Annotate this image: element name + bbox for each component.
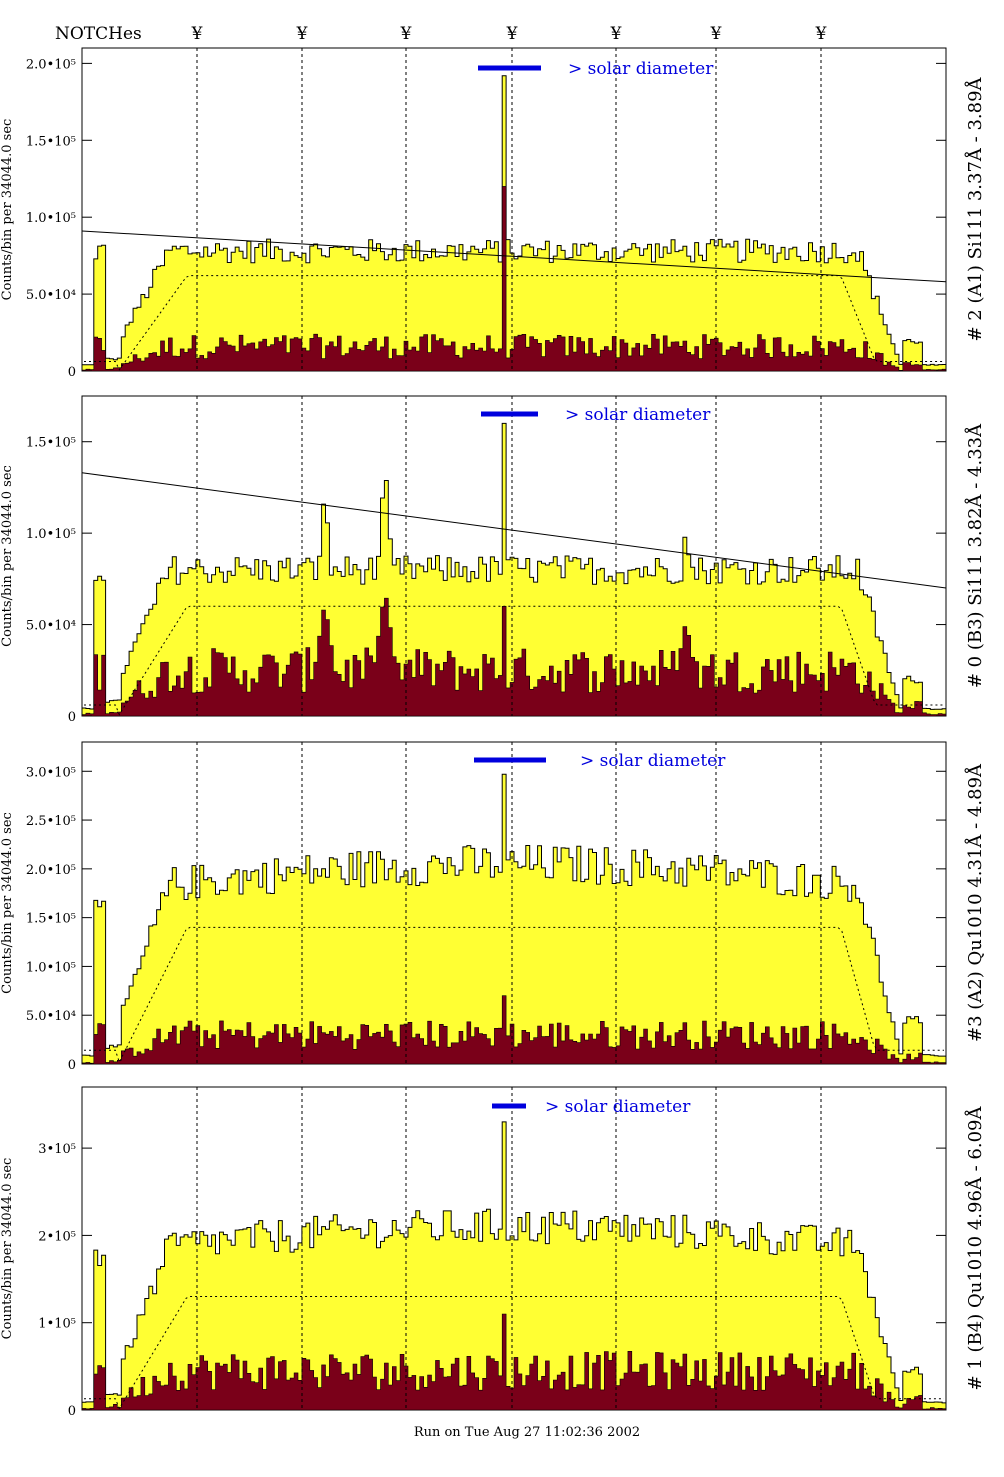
notch-marker-3: ¥ [400, 24, 412, 44]
solar-diameter-label: > solar diameter [565, 405, 711, 425]
panel-2: 0 5.0•10⁴ 1.0•10⁵ 1.5•10⁵ Counts/bin per 340… [0, 395, 986, 725]
notch-marker-5: ¥ [610, 24, 622, 44]
notches-label: NOTCHes [55, 24, 142, 44]
y-tick-label: 2.5•10⁵ [26, 814, 76, 829]
y-axis-label: Counts/bin per 34044.0 sec [0, 465, 15, 647]
notch-marker-4: ¥ [506, 24, 518, 44]
y-tick-label: 1.5•10⁵ [26, 912, 76, 927]
y-tick-label: 1.5•10⁵ [26, 134, 76, 149]
y-tick-label: 0 [68, 710, 76, 725]
y-tick-label: 2.0•10⁵ [26, 863, 76, 878]
y-tick-label: 5.0•10⁴ [26, 619, 76, 634]
y-axis-label: Counts/bin per 34044.0 sec [0, 812, 15, 994]
signal-counts-histogram [81, 186, 947, 372]
solar-diameter-label: > solar diameter [568, 59, 714, 79]
notch-marker-7: ¥ [815, 24, 827, 44]
panel-side-title: # 2 (A1) Si111 3.37Å - 3.89Å [964, 76, 986, 341]
y-tick-label: 1.0•10⁵ [26, 960, 76, 975]
notch-marker-2: ¥ [296, 24, 308, 44]
y-tick-label: 5.0•10⁴ [26, 1009, 76, 1024]
y-tick-label: 3.0•10⁵ [26, 765, 76, 780]
y-axis-label: Counts/bin per 34044.0 sec [0, 119, 15, 301]
y-tick-label: 1.5•10⁵ [26, 436, 76, 451]
y-tick-label: 1.0•10⁵ [26, 527, 76, 542]
panels: 0 5.0•10⁴ 1.0•10⁵ 1.5•10⁵ 2.0•10⁵ Counts/bin … [0, 47, 986, 1419]
flat-field-curve [84, 605, 944, 716]
y-tick-label: 0 [68, 365, 76, 380]
signal-counts-histogram [81, 995, 947, 1065]
total-counts-histogram [81, 422, 947, 717]
total-counts-histogram [81, 75, 947, 372]
total-counts-histogram [81, 1121, 947, 1411]
y-tick-label: 0 [68, 1404, 76, 1419]
y-tick-label: 5.0•10⁴ [26, 288, 76, 303]
panel-4: 0 1•10⁵ 2•10⁵ 3•10⁵ Counts/bin per 34044.0 s… [0, 1086, 986, 1419]
solar-diameter-label: > solar diameter [580, 751, 726, 771]
notch-markers: ¥ ¥ ¥ ¥ ¥ ¥ ¥ [191, 24, 827, 44]
y-tick-label: 1.0•10⁵ [26, 211, 76, 226]
trend-line [81, 472, 947, 589]
y-tick-label: 3•10⁵ [38, 1142, 76, 1157]
signal-counts-histogram [81, 1313, 947, 1411]
panel-3: 0 5.0•10⁴ 1.0•10⁵ 1.5•10⁵ 2.0•10⁵ 2.5•10⁵ 3.0•… [0, 741, 986, 1073]
panel-side-title: #3 (A2) Qu1010 4.31Å - 4.89Å [964, 763, 986, 1042]
solar-diameter-label: > solar diameter [545, 1097, 691, 1117]
notch-marker-1: ¥ [191, 24, 203, 44]
y-tick-label: 2.0•10⁵ [26, 57, 76, 72]
y-axis-label: Counts/bin per 34044.0 sec [0, 1158, 15, 1340]
signal-counts-histogram [81, 597, 947, 717]
y-tick-label: 2•10⁵ [38, 1229, 76, 1244]
trend-line [81, 230, 947, 283]
flat-field-curve [84, 1296, 944, 1410]
flat-field-curve [84, 275, 944, 371]
panel-side-title: # 0 (B3) Si111 3.82Å - 4.33Å [964, 423, 986, 688]
y-tick-label: 1•10⁵ [38, 1317, 76, 1332]
panel-1: 0 5.0•10⁴ 1.0•10⁵ 1.5•10⁵ 2.0•10⁵ Counts/bin … [0, 47, 986, 380]
notch-marker-6: ¥ [710, 24, 722, 44]
y-tick-label: 0 [68, 1058, 76, 1073]
panel-side-title: # 1 (B4) Qu1010 4.96Å - 6.09Å [964, 1106, 986, 1391]
run-timestamp: Run on Tue Aug 27 11:02:36 2002 [414, 1425, 640, 1440]
flat-field-curve [84, 926, 944, 1064]
